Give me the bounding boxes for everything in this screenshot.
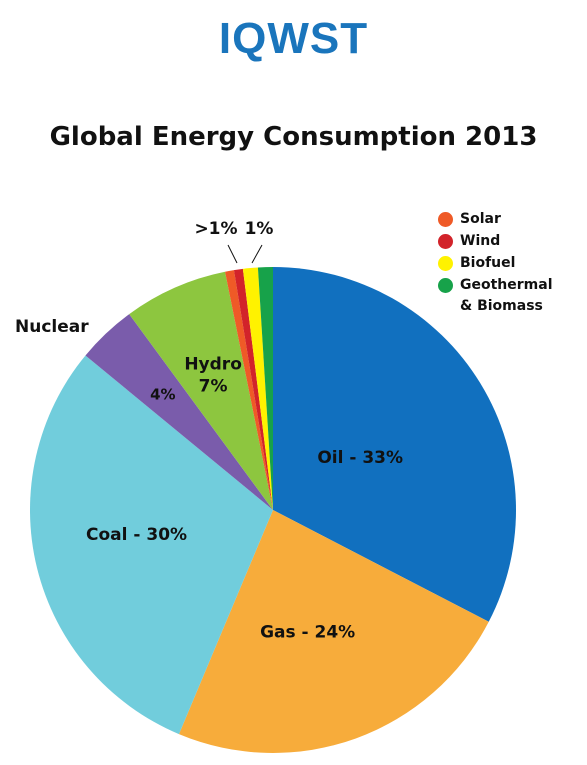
legend-label-solar: Solar <box>460 211 501 227</box>
leader-line-1pct <box>251 244 263 264</box>
legend-label-biofuel: Biofuel <box>460 255 516 271</box>
legend-item-biomass: & Biomass <box>438 296 553 316</box>
legend-swatch-geothermal <box>438 278 453 293</box>
legend-swatch-solar <box>438 212 453 227</box>
pie-slice-hydro <box>129 271 273 510</box>
chart-title: Global Energy Consumption 2013 <box>49 122 538 152</box>
legend-item-geothermal: Geothermal <box>438 274 553 296</box>
leader-line-small <box>227 244 238 264</box>
pie-slice-gas <box>178 510 489 753</box>
iqwst-logo: IQWST <box>218 14 369 63</box>
slice-label-nuclear: 4% <box>150 385 175 403</box>
slice-label-coal: Coal - 30% <box>86 525 187 545</box>
legend-label-biomass: & Biomass <box>460 298 543 314</box>
legend-item-wind: Wind <box>438 230 553 252</box>
pie-slice-geothermal-biomass <box>257 267 273 510</box>
legend-swatch-biofuel <box>438 256 453 271</box>
pie-slice-oil <box>273 267 516 622</box>
legend-label-geothermal: Geothermal <box>460 277 553 293</box>
slice-label-hydro: Hydro 7% <box>184 354 242 396</box>
pie-slice-nuclear <box>85 314 273 510</box>
slice-label-oil: Oil - 33% <box>317 448 403 468</box>
outside-label-less-1: >1% <box>194 219 237 239</box>
pie-slice-coal <box>29 355 273 735</box>
outside-label-nuclear: Nuclear <box>15 317 89 337</box>
legend-swatch-wind <box>438 234 453 249</box>
outside-label-1: 1% <box>245 219 274 239</box>
legend-item-biofuel: Biofuel <box>438 252 553 274</box>
slice-label-gas: Gas - 24% <box>260 623 355 643</box>
legend: Solar Wind Biofuel Geothermal & Biomass <box>438 208 553 316</box>
pie-slice-wind <box>233 268 273 510</box>
pie-slice-biofuel <box>242 267 273 510</box>
legend-label-wind: Wind <box>460 233 501 249</box>
pie-slice-solar <box>225 270 273 510</box>
legend-item-solar: Solar <box>438 208 553 230</box>
